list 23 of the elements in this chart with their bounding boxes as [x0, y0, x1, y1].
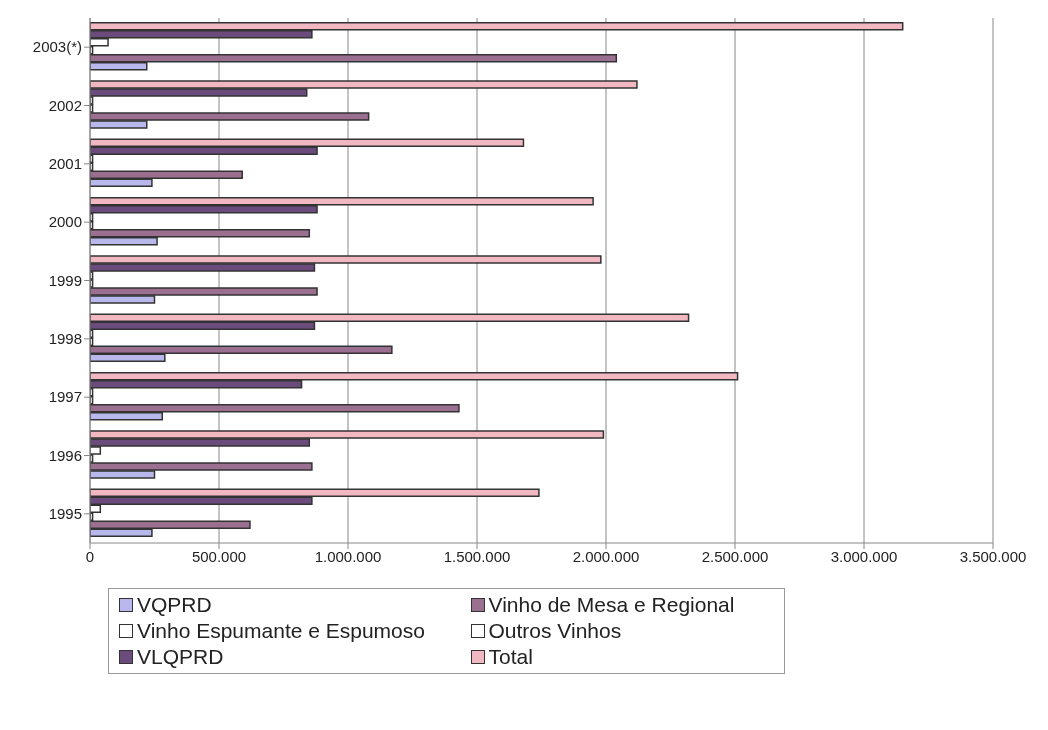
x-tick-label: 2.500.000 — [701, 547, 769, 565]
y-tick-label: 1998 — [48, 330, 82, 348]
y-tick-label: 1996 — [48, 446, 82, 464]
legend-label: VLQPRD — [137, 645, 224, 669]
x-tick-label: 2.000.000 — [572, 547, 640, 565]
legend-label: Vinho de Mesa e Regional — [488, 593, 735, 617]
legend-label: VQPRD — [137, 593, 212, 617]
y-tick-label: 2002 — [48, 96, 82, 114]
y-tick-label: 1995 — [48, 505, 82, 523]
legend-label: Total — [488, 645, 533, 669]
x-tick-label: 3.500.000 — [959, 547, 1027, 565]
x-tick-label: 3.000.000 — [830, 547, 898, 565]
y-tick-label: 2000 — [48, 213, 82, 231]
y-tick-label: 2003(*) — [32, 38, 82, 56]
x-tick-label: 1.500.000 — [443, 547, 511, 565]
x-tick-label: 0 — [85, 547, 95, 565]
legend-label: Vinho Espumante e Espumoso — [137, 619, 425, 643]
y-tick-label: 2001 — [48, 155, 82, 173]
legend-label: Outros Vinhos — [488, 619, 622, 643]
y-tick-label: 1997 — [48, 388, 82, 406]
x-tick-label: 1.000.000 — [314, 547, 382, 565]
y-tick-label: 1999 — [48, 271, 82, 289]
x-tick-label: 500.000 — [191, 547, 247, 565]
